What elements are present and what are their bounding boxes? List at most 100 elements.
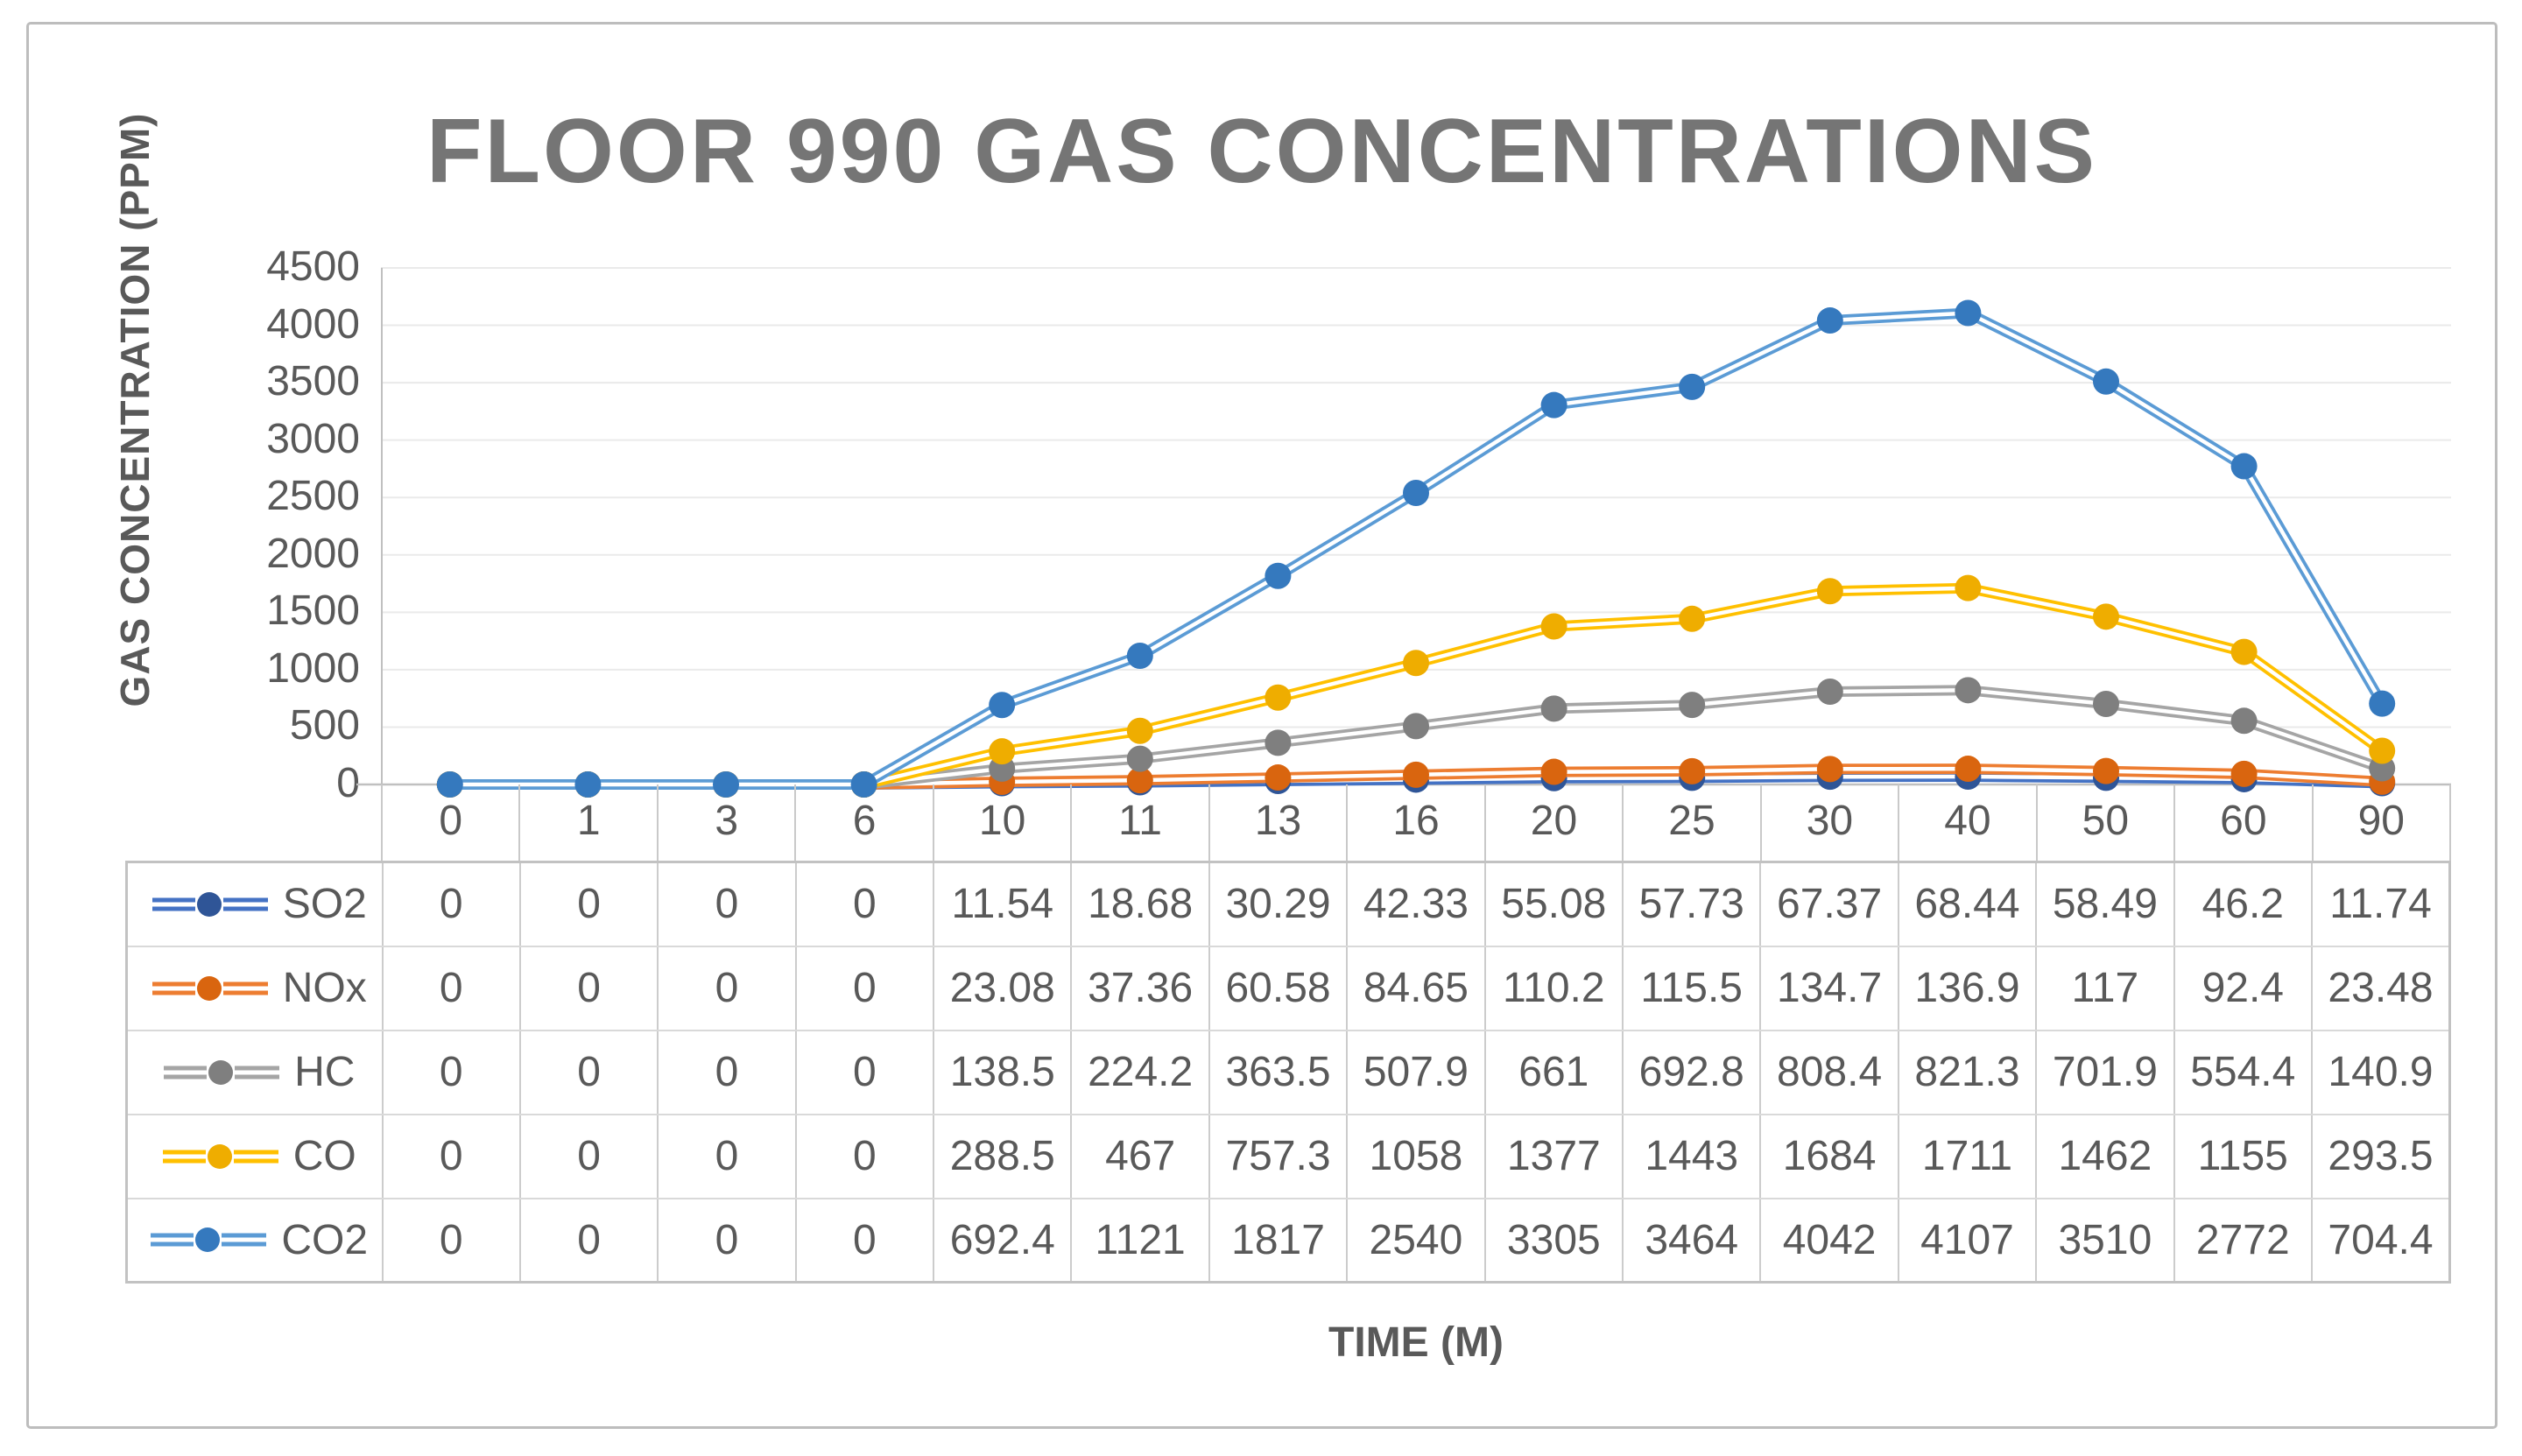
data-point-HC: [2230, 707, 2258, 735]
x-tick-label: 60: [2175, 784, 2314, 861]
table-cell: 2540: [1346, 1197, 1486, 1284]
table-cell: 701.9: [2035, 1029, 2175, 1115]
data-point-CO2: [1679, 373, 1706, 400]
table-cell: 0: [657, 1029, 797, 1115]
y-tick-label: 0: [336, 760, 360, 806]
chart-title: FLOOR 990 GAS CONCENTRATIONS: [426, 101, 2097, 202]
table-cell: 0: [657, 1197, 797, 1284]
table-cell: 288.5: [933, 1113, 1073, 1199]
data-point-CO2: [436, 771, 463, 798]
series-label: CO: [292, 1133, 356, 1179]
table-cell: 138.5: [933, 1029, 1073, 1115]
table-cell: 0: [518, 1113, 659, 1199]
series-legend-cell: NOx: [125, 945, 384, 1031]
table-cell: 1377: [1483, 1113, 1624, 1199]
table-cell: 115.5: [1622, 945, 1762, 1031]
data-point-HC: [1403, 713, 1429, 740]
data-point-CO: [1265, 684, 1292, 711]
x-tick-label: 30: [1762, 784, 1900, 861]
y-tick-label: 1500: [266, 587, 360, 635]
data-point-CO2: [2369, 690, 2396, 717]
data-point-CO2: [989, 692, 1016, 719]
series-legend-cell: SO2: [125, 861, 384, 947]
table-cell: 0: [794, 945, 935, 1031]
data-point-CO: [1816, 578, 1843, 605]
data-point-CO2: [2230, 453, 2258, 480]
table-cell: 140.9: [2310, 1029, 2451, 1115]
data-point-CO2: [574, 771, 602, 798]
x-tick-label: 3: [659, 784, 797, 861]
table-cell: 23.48: [2310, 945, 2451, 1031]
y-tick-label: 2500: [266, 473, 360, 520]
series-label: HC: [294, 1049, 356, 1095]
table-cell: 1443: [1622, 1113, 1762, 1199]
table-cell: 1462: [2035, 1113, 2175, 1199]
y-tick-label: 500: [289, 702, 360, 749]
table-cell: 134.7: [1759, 945, 1899, 1031]
x-tick-label: 11: [1072, 784, 1210, 861]
table-cell: 1684: [1759, 1113, 1899, 1199]
table-row: HC 0 0 0 0 138.5 224.2 363.5 507.9 661 692.8 808.4 8…: [125, 1029, 2451, 1115]
table-cell: 0: [657, 861, 797, 947]
table-cell: 3305: [1483, 1197, 1624, 1284]
series-line-CO: [444, 582, 2388, 790]
data-point-HC: [1265, 729, 1292, 756]
table-cell: 11.74: [2310, 861, 2451, 947]
table-cell: 84.65: [1346, 945, 1486, 1031]
table-cell: 704.4: [2310, 1197, 2451, 1284]
table-cell: 110.2: [1483, 945, 1624, 1031]
data-point-HC: [1955, 677, 1982, 704]
data-point-CO: [1126, 717, 1153, 744]
table-cell: 2772: [2173, 1197, 2313, 1284]
table-cell: 0: [381, 1113, 521, 1199]
y-tick-label: 3000: [266, 415, 360, 462]
table-cell: 224.2: [1070, 1029, 1210, 1115]
data-point-NOx: [2230, 760, 2258, 787]
table-cell: 55.08: [1483, 861, 1624, 947]
table-cell: 0: [794, 1029, 935, 1115]
x-tick-label: 1: [520, 784, 659, 861]
data-point-CO2: [850, 771, 877, 798]
data-point-NOx: [1265, 764, 1292, 791]
data-point-CO: [2230, 638, 2258, 665]
x-axis-title: TIME (M): [1328, 1319, 1504, 1366]
table-cell: 0: [657, 945, 797, 1031]
x-tick-label: 20: [1486, 784, 1624, 861]
table-cell: 46.2: [2173, 861, 2313, 947]
table-cell: 821.3: [1897, 1029, 2038, 1115]
data-point-CO: [1679, 605, 1706, 632]
table-row: NOx 0 0 0 0 23.08 37.36 60.58 84.65 110.2 115.5 134…: [125, 945, 2451, 1031]
data-point-CO2: [1540, 391, 1567, 419]
x-tick-label: 13: [1210, 784, 1349, 861]
data-point-CO2: [1126, 643, 1153, 670]
table-row: CO 0 0 0 0 288.5 467 757.3 1058 1377 1443 1684 1711 1…: [125, 1113, 2451, 1199]
table-cell: 0: [381, 945, 521, 1031]
table-cell: 3464: [1622, 1197, 1762, 1284]
data-point-CO: [2093, 603, 2119, 630]
data-point-HC: [1679, 692, 1706, 719]
data-point-NOx: [1126, 767, 1153, 794]
table-cell: 808.4: [1759, 1029, 1899, 1115]
table-cell: 1058: [1346, 1113, 1486, 1199]
table-cell: 0: [518, 945, 659, 1031]
table-cell: 0: [794, 1197, 935, 1284]
data-table: SO2 0 0 0 0 11.54 18.68 30.29 42.33 55.08 57.73 67.…: [125, 861, 2451, 1284]
series-legend-cell: HC: [125, 1029, 384, 1115]
x-tick-label: 10: [934, 784, 1073, 861]
x-tick-label: 16: [1348, 784, 1486, 861]
data-point-CO2: [1403, 479, 1429, 506]
table-cell: 467: [1070, 1113, 1210, 1199]
x-tick-label: 50: [2038, 784, 2176, 861]
data-point-NOx: [1955, 756, 1982, 783]
table-cell: 507.9: [1346, 1029, 1486, 1115]
table-cell: 1155: [2173, 1113, 2313, 1199]
table-cell: 57.73: [1622, 861, 1762, 947]
x-tick-label: 40: [1899, 784, 2038, 861]
table-cell: 0: [381, 1029, 521, 1115]
table-cell: 4107: [1897, 1197, 2038, 1284]
table-cell: 692.8: [1622, 1029, 1762, 1115]
table-cell: 60.58: [1208, 945, 1349, 1031]
table-cell: 363.5: [1208, 1029, 1349, 1115]
plot-area: [356, 267, 2451, 798]
table-cell: 0: [518, 861, 659, 947]
